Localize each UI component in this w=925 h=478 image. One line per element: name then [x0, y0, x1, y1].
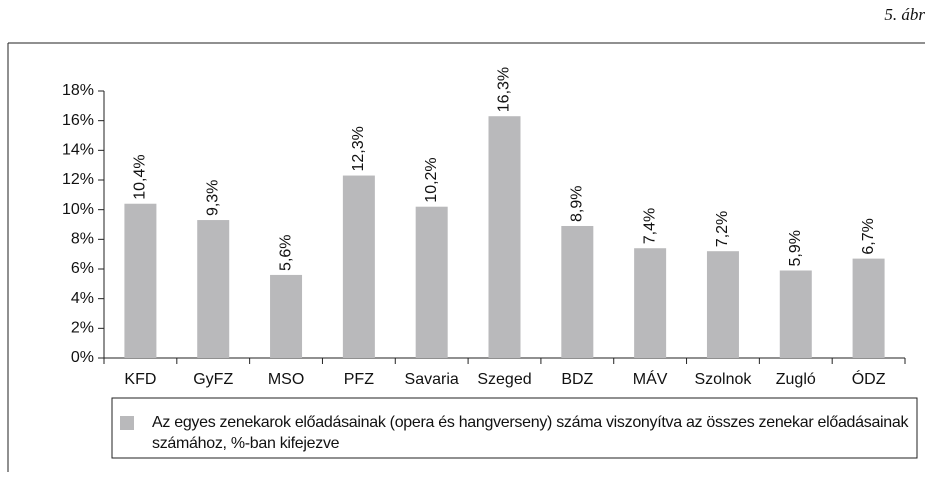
figure-label: 5. ábr [884, 5, 925, 24]
x-tick-label: Szeged [477, 371, 531, 388]
bar [561, 225, 594, 358]
bar [197, 220, 230, 358]
y-tick-label: 12% [62, 171, 94, 188]
y-tick-label: 10% [62, 201, 94, 218]
x-tick-label: Savaria [405, 371, 459, 388]
data-label: 16,3% [496, 67, 513, 112]
x-tick-label: MÁV [633, 369, 668, 388]
y-tick-label: 0% [71, 349, 94, 366]
y-tick-label: 14% [62, 142, 94, 159]
data-label: 5,6% [277, 234, 294, 270]
data-label: 9,3% [204, 180, 221, 216]
data-label: 10,4% [132, 154, 149, 199]
x-tick-label: GyFZ [193, 371, 233, 388]
bar [270, 274, 303, 358]
legend-label: Az egyes zenekarok előadásainak (opera é… [152, 414, 909, 452]
bar [634, 248, 667, 358]
bar [415, 206, 448, 358]
bar [852, 258, 885, 358]
data-label: 6,7% [860, 218, 877, 254]
y-tick-label: 16% [62, 112, 94, 129]
data-label: 7,2% [714, 211, 731, 247]
x-tick-label: PFZ [344, 371, 374, 388]
y-tick-label: 6% [71, 260, 94, 277]
bar [342, 175, 375, 358]
x-tick-label: MSO [268, 371, 304, 388]
x-tick-label: Zugló [776, 371, 816, 388]
legend-swatch [120, 416, 134, 430]
data-label: 10,2% [423, 157, 440, 202]
bar [779, 270, 812, 358]
y-tick-label: 4% [71, 290, 94, 307]
y-tick-label: 18% [62, 82, 94, 99]
legend-box [111, 397, 918, 459]
data-label: 5,9% [787, 230, 804, 266]
data-label: 12,3% [350, 126, 367, 171]
data-label: 8,9% [569, 186, 586, 222]
data-label: 7,4% [641, 208, 658, 244]
y-tick-label: 8% [71, 231, 94, 248]
y-tick-label: 2% [71, 320, 94, 337]
bar [124, 203, 157, 358]
x-tick-label: KFD [124, 371, 156, 388]
bar [706, 251, 739, 358]
bar [488, 116, 521, 358]
x-tick-label: Szolnok [694, 371, 752, 388]
x-tick-label: ÓDZ [852, 369, 886, 388]
x-tick-label: BDZ [561, 371, 593, 388]
